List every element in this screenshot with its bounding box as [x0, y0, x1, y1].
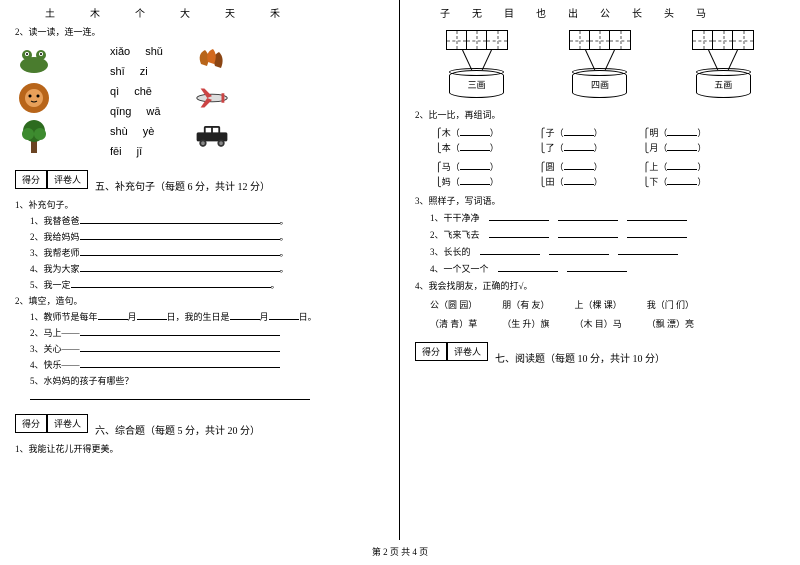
fill-item: 4、我为大家。	[30, 262, 384, 275]
right-column: 子 无 目 也 出 公 长 头 马 三画 四画 五画	[400, 0, 800, 540]
matching-area: xiǎo shǔ shī zi qì chē qīng wā shù yè fēi jī	[15, 41, 384, 158]
cylinder-label: 三画	[449, 70, 504, 98]
car-icon	[193, 117, 231, 155]
pinyin: chē	[134, 86, 152, 98]
page-footer: 第 2 页 共 4 页	[0, 540, 800, 558]
pattern-item: 2、飞来飞去	[430, 228, 785, 241]
q3-label: 3、照样子，写词语。	[415, 194, 785, 207]
fill-item: 5、我一定。	[30, 278, 384, 291]
fill-item: 2、我给妈妈。	[30, 230, 384, 243]
pinyin: zi	[140, 66, 148, 78]
q4-label: 4、我会找朋友，正确的打√。	[415, 279, 785, 292]
pinyin: qīng	[110, 106, 131, 118]
tree-icon	[15, 117, 53, 155]
word-group: ⎧马（） ⎩妈（） ⎧圆（） ⎩田（） ⎧上（） ⎩下（）	[435, 160, 785, 189]
grid-box	[446, 30, 508, 50]
s5-q1: 1、补充句子。	[15, 198, 384, 211]
pinyin: shù	[110, 126, 128, 138]
char: 公	[600, 5, 610, 20]
score-label: 得分	[15, 414, 47, 433]
char: 出	[568, 5, 578, 20]
frog-icon	[15, 41, 53, 79]
leaves-icon	[193, 41, 231, 79]
grader-label: 评卷人	[447, 342, 488, 361]
char: 天	[225, 5, 235, 20]
char: 目	[504, 5, 514, 20]
char: 大	[180, 5, 190, 20]
pinyin: shǔ	[145, 46, 163, 58]
stroke-sorting: 三画 四画 五画	[415, 30, 785, 98]
pinyin: qì	[110, 86, 119, 98]
char: 木	[90, 5, 100, 20]
fill-item: 2、马上——	[30, 326, 384, 339]
char: 也	[536, 5, 546, 20]
fill-item: 4、快乐——	[30, 358, 384, 371]
pattern-item: 4、一个又一个	[430, 262, 785, 275]
char: 禾	[270, 5, 280, 20]
pinyin: jī	[137, 146, 143, 158]
fill-item: 3、我帮老师。	[30, 246, 384, 259]
char: 土	[45, 5, 55, 20]
pinyin: fēi	[110, 146, 122, 158]
s6-q1: 1、我能让花儿开得更美。	[15, 442, 384, 455]
lion-icon	[15, 79, 53, 117]
char: 子	[440, 5, 450, 20]
left-column: 土 木 个 大 天 禾 2、读一读，连一连。 xiǎo shǔ	[0, 0, 400, 540]
grader-label: 评卷人	[47, 170, 88, 189]
fill-item: 1、我替爸爸。	[30, 214, 384, 227]
q2-label: 2、读一读，连一连。	[15, 25, 384, 38]
fill-item: 3、关心——	[30, 342, 384, 355]
pattern-item: 1、干干净净	[430, 211, 785, 224]
pinyin: wā	[146, 106, 160, 118]
fill-item: 1、教师节是每年月日，我的生日是月日。	[30, 310, 384, 323]
char: 头	[664, 5, 674, 20]
choice-row: （清 青）草 （生 升）旗 （木 目）马 （飘 漂）亮	[430, 317, 785, 330]
grid-box	[692, 30, 754, 50]
cylinder-label: 四画	[572, 70, 627, 98]
score-label: 得分	[415, 342, 447, 361]
char: 个	[135, 5, 145, 20]
s5-q2: 2、填空，造句。	[15, 294, 384, 307]
char: 马	[696, 5, 706, 20]
plane-icon	[193, 79, 231, 117]
char: 无	[472, 5, 482, 20]
q2-label-r: 2、比一比，再组词。	[415, 108, 785, 121]
section-7-title: 七、阅读题（每题 10 分，共计 10 分）	[495, 350, 785, 365]
fill-item: 5、水妈妈的孩子有哪些？	[30, 374, 384, 387]
word-group: ⎧木（） ⎩本（） ⎧子（） ⎩了（） ⎧明（） ⎩月（）	[435, 126, 785, 155]
char: 长	[632, 5, 642, 20]
char-row-top: 土 木 个 大 天 禾	[15, 5, 384, 20]
grader-label: 评卷人	[47, 414, 88, 433]
section-5-title: 五、补充句子（每题 6 分，共计 12 分）	[95, 178, 384, 193]
pattern-item: 3、长长的	[430, 245, 785, 258]
section-6-title: 六、综合题（每题 5 分，共计 20 分）	[95, 422, 384, 437]
choice-row: 公（圆 园） 朋（有 友） 上（棵 课） 我（门 们）	[430, 298, 785, 311]
pinyin: xiǎo	[110, 46, 130, 58]
char-row-top-r: 子 无 目 也 出 公 长 头 马	[415, 5, 785, 20]
pinyin: shī	[110, 66, 125, 78]
pinyin: yè	[143, 126, 155, 138]
cylinder-label: 五画	[696, 70, 751, 98]
score-label: 得分	[15, 170, 47, 189]
grid-box	[569, 30, 631, 50]
